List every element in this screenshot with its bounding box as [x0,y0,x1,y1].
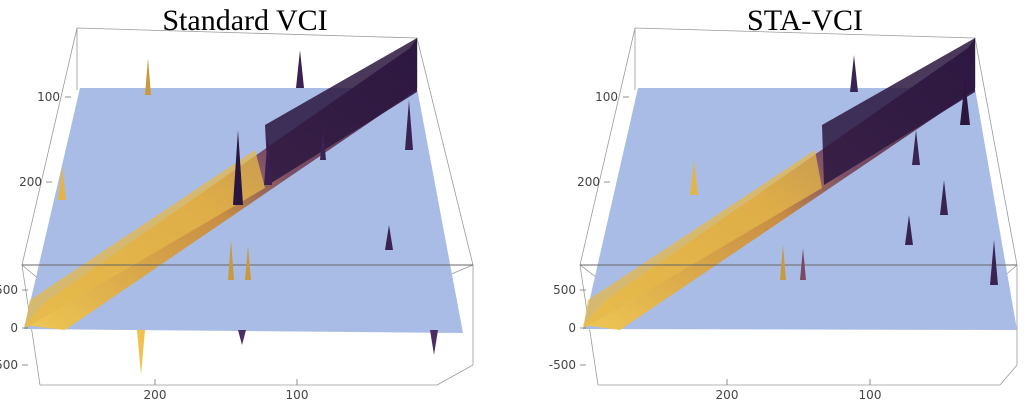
z-tick-label: 500 [0,283,18,297]
panel-sta-vci: STA-VCI [549,4,1018,401]
z-tick-label: 0 [10,321,18,335]
z-tick-label: 500 [553,283,576,297]
panel-title: Standard VCI [162,4,327,37]
x-tick-label: 100 [859,388,882,401]
x-tick-label: 200 [144,388,167,401]
z-tick-label: -500 [0,358,18,372]
z-tick-label: 0 [568,321,576,335]
z-tick-label: -500 [549,358,576,372]
diagonal-ridge [24,38,417,330]
y-tick-label: 100 [595,90,618,104]
x-tick-label: 100 [286,388,309,401]
y-tick-label: 200 [19,175,42,189]
y-tick-label: 100 [37,90,60,104]
diagonal-ridge [583,38,975,330]
axis-ticks [580,96,871,385]
y-tick-label: 200 [577,175,600,189]
panel-standard-vci: Standard VCI [0,4,474,401]
x-tick-label: 200 [716,388,739,401]
axis-ticks [22,96,298,385]
peaks [58,50,438,375]
peaks [690,55,998,285]
